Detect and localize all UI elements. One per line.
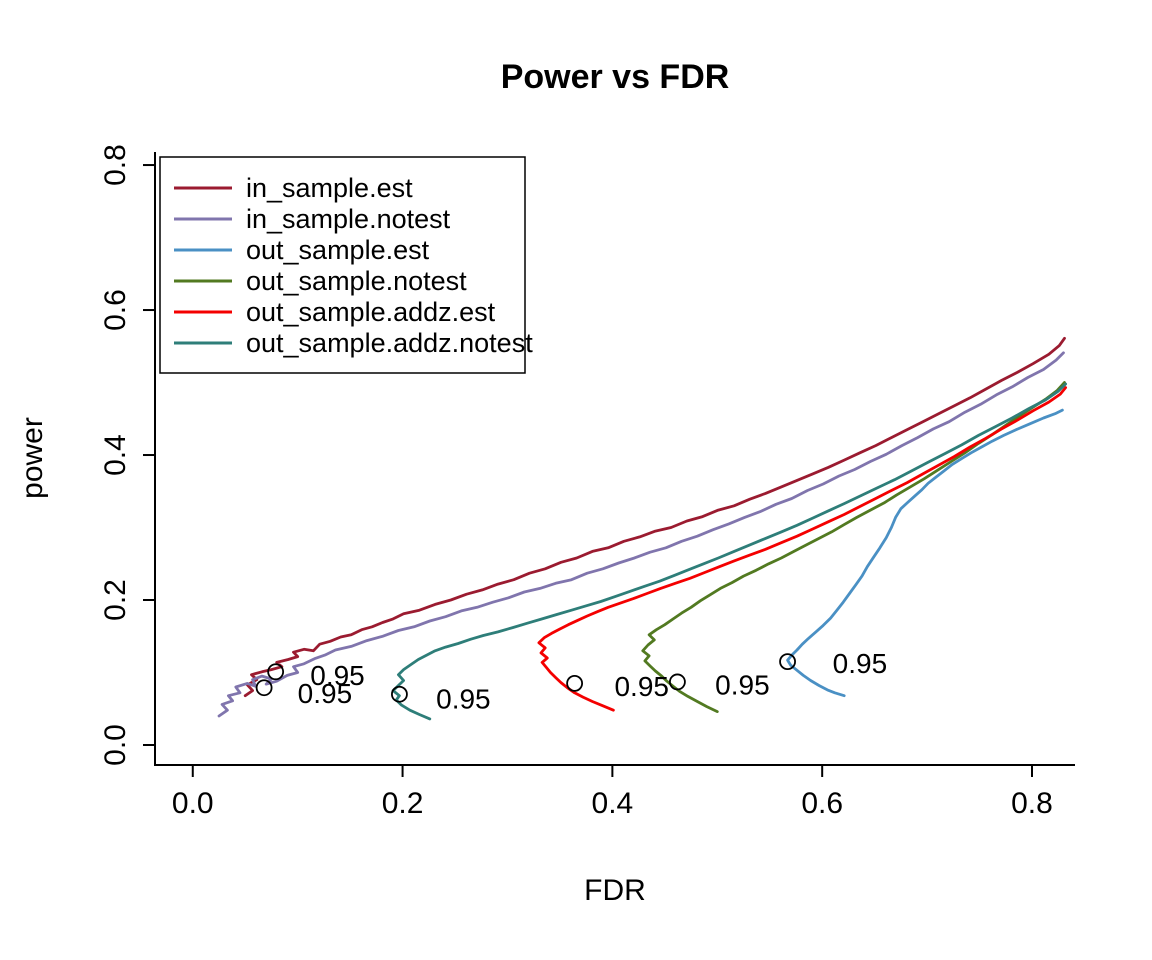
threshold-label-out_sample.addz.notest: 0.95 xyxy=(436,683,491,714)
series-line-out_sample.addz.est xyxy=(537,386,1067,712)
x-tick-label: 0.4 xyxy=(592,787,634,820)
y-tick-label: 0.2 xyxy=(99,579,132,621)
series-lines xyxy=(217,336,1067,721)
threshold-label-in_sample.est: 0.95 xyxy=(310,660,365,691)
series-line-out_sample.notest xyxy=(641,381,1066,713)
x-tick-label: 0.8 xyxy=(1011,787,1053,820)
y-tick-label: 0.6 xyxy=(99,289,132,331)
legend-label-out_sample.est: out_sample.est xyxy=(246,235,430,265)
threshold-label-out_sample.est: 0.95 xyxy=(833,648,888,679)
threshold-marker-in_sample.est xyxy=(267,663,285,681)
x-tick-label: 0.6 xyxy=(801,787,843,820)
threshold-label-out_sample.addz.est: 0.95 xyxy=(614,671,669,702)
y-axis-label: power xyxy=(16,417,49,499)
threshold-marker-out_sample.addz.est xyxy=(566,674,584,692)
series-line-in_sample.est xyxy=(243,336,1066,698)
y-tick-label: 0.8 xyxy=(99,144,132,186)
threshold-marker-in_sample.notest xyxy=(255,679,273,697)
legend-box xyxy=(159,156,526,374)
legend-label-in_sample.est: in_sample.est xyxy=(246,173,413,203)
x-tick-label: 0.0 xyxy=(172,787,214,820)
threshold-markers: 0.950.950.950.950.950.95 xyxy=(255,648,888,714)
x-tick-label: 0.2 xyxy=(382,787,424,820)
series-line-in_sample.notest xyxy=(217,351,1065,718)
legend-label-out_sample.addz.est: out_sample.addz.est xyxy=(246,297,496,327)
axes: 0.0 0.2 0.4 0.6 0.8 0.0 0.2 0.4 0.6 0.8 xyxy=(99,144,1075,820)
legend: in_sample.estin_sample.notestout_sample.… xyxy=(159,156,533,374)
y-tick-label: 0.0 xyxy=(99,724,132,766)
x-axis-label: FDR xyxy=(584,874,646,907)
threshold-label-in_sample.notest: 0.95 xyxy=(298,678,353,709)
axis-lines xyxy=(154,152,1075,766)
threshold-marker-out_sample.est xyxy=(779,653,796,671)
threshold-marker-out_sample.addz.notest xyxy=(391,685,408,703)
threshold-marker-out_sample.notest xyxy=(669,673,686,691)
y-tick-label: 0.4 xyxy=(99,434,132,476)
legend-label-in_sample.notest: in_sample.notest xyxy=(246,204,451,234)
legend-label-out_sample.addz.notest: out_sample.addz.notest xyxy=(246,328,533,358)
legend-label-out_sample.notest: out_sample.notest xyxy=(246,266,467,296)
series-line-out_sample.addz.notest xyxy=(391,382,1067,721)
series-line-out_sample.est xyxy=(786,408,1064,698)
chart-title: Power vs FDR xyxy=(501,58,730,96)
threshold-label-out_sample.notest: 0.95 xyxy=(715,670,770,701)
